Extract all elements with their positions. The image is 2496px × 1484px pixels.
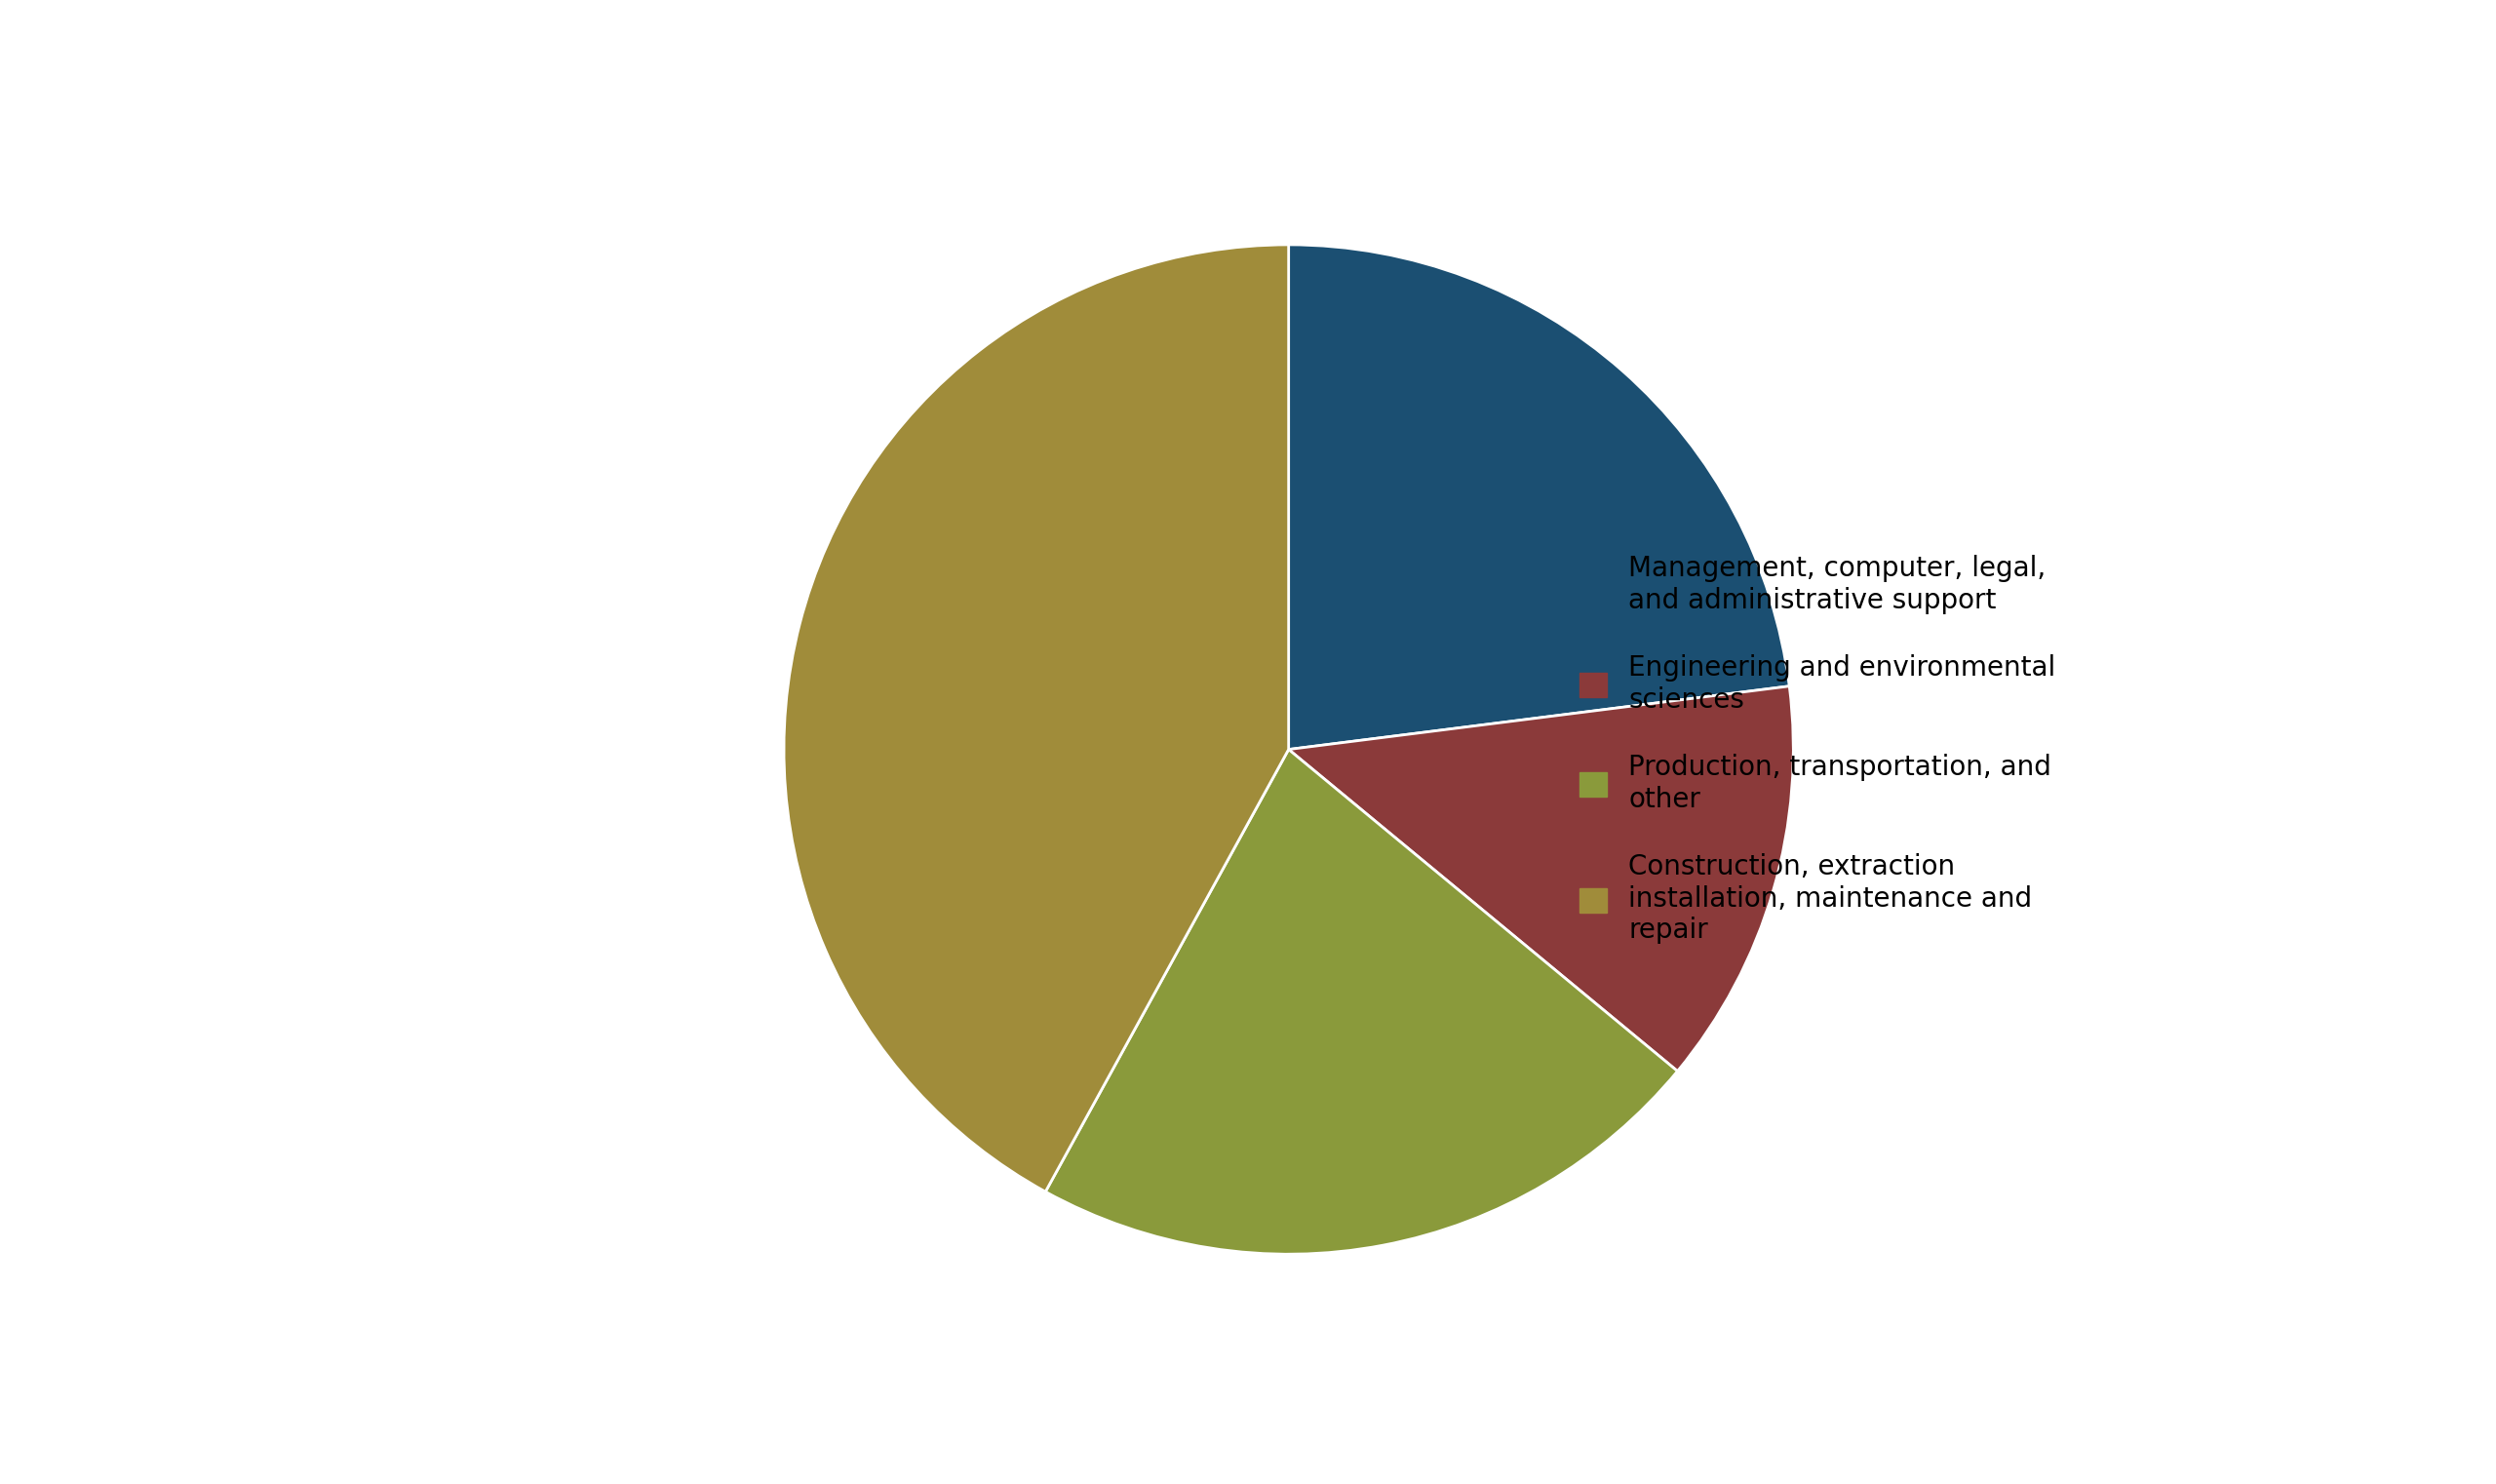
Wedge shape [784, 245, 1288, 1192]
Wedge shape [1288, 245, 1790, 749]
Wedge shape [1046, 749, 1677, 1254]
Legend: Management, computer, legal,
and administrative support, Engineering and environ: Management, computer, legal, and adminis… [1580, 555, 2057, 944]
Wedge shape [1288, 686, 1792, 1071]
